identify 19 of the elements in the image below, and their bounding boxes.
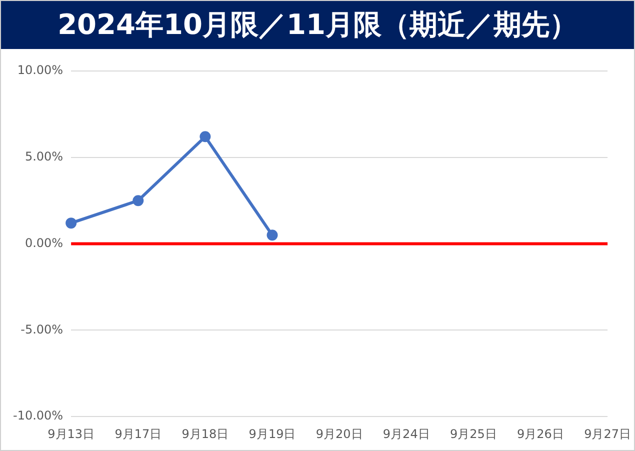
x-tick-label: 9月17日 xyxy=(114,426,162,441)
x-tick-label: 9月20日 xyxy=(316,426,363,441)
x-tick-label: 9月13日 xyxy=(48,426,95,441)
x-tick-label: 9月18日 xyxy=(182,426,229,441)
x-tick-label: 9月19日 xyxy=(248,426,296,441)
point xyxy=(266,230,278,241)
chart-title: 2024年10月限／11月限（期近／期先） xyxy=(1,1,634,49)
point xyxy=(132,195,144,206)
y-tick-label: -5.00% xyxy=(20,322,64,336)
x-tick-label: 9月25日 xyxy=(450,426,497,441)
x-tick-label: 9月27日 xyxy=(584,426,631,441)
y-tick-label: 10.00% xyxy=(17,63,64,78)
point xyxy=(200,131,211,142)
x-tick-label: 9月26日 xyxy=(517,426,564,441)
y-tick-label: 0.00% xyxy=(24,236,64,250)
x-tick-label: 9月24日 xyxy=(382,426,430,441)
point xyxy=(66,218,77,229)
y-tick-label: -10.00% xyxy=(12,408,64,423)
y-tick-label: 5.00% xyxy=(24,150,64,164)
